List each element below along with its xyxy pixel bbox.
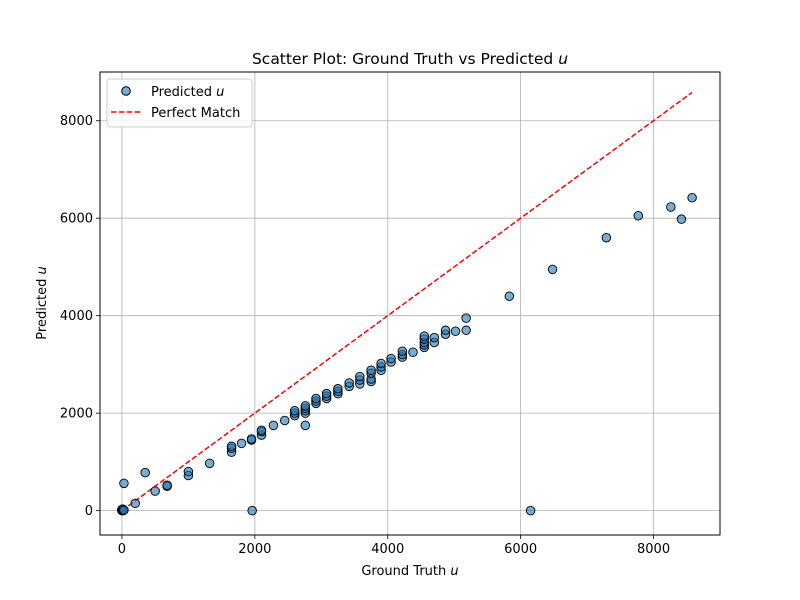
predicted-data-point [408, 347, 418, 357]
predicted-data-point [183, 466, 194, 477]
predicted-data-point [344, 378, 354, 388]
predicted-data-point [226, 441, 237, 452]
x-axis-label: Ground Truth u [361, 564, 458, 579]
y-tick-label: 2000 [60, 407, 93, 422]
x-tick-label: 8000 [637, 542, 670, 557]
y-tick-label: 4000 [60, 309, 93, 324]
predicted-data-point [504, 291, 515, 301]
predicted-data-point [268, 420, 279, 431]
predicted-data-point [279, 415, 290, 426]
grid-lines [100, 72, 720, 535]
y-tick-label: 0 [85, 504, 93, 519]
predicted-data-point [419, 331, 430, 341]
plot-frame [99, 71, 721, 536]
legend-label-predicted: Predicted u [151, 85, 224, 100]
predicted-data-point [461, 313, 471, 323]
predicted-data-point [666, 202, 676, 212]
predicted-data-point [321, 388, 332, 399]
predicted-data-point [162, 480, 172, 491]
y-axis-label: Predicted u [35, 266, 50, 339]
predicted-data-point [687, 192, 697, 203]
axis-ticks: 0 2000 4000 6000 8000 0 2000 4000 6000 8000 [60, 114, 670, 557]
predicted-data-point [150, 486, 160, 496]
chart-title: Scatter Plot: Ground Truth vs Predicted … [252, 50, 568, 68]
predicted-data-point [236, 438, 247, 449]
predicted-data-point [256, 425, 267, 435]
predicted-points-layer [117, 192, 697, 516]
predicted-data-point [140, 467, 150, 478]
x-tick-label: 2000 [238, 542, 271, 557]
predicted-data-point [397, 346, 408, 357]
predicted-data-point [525, 505, 536, 516]
perfect-match-line [121, 91, 693, 512]
predicted-data-point [366, 365, 376, 376]
predicted-data-point [440, 325, 451, 336]
legend-box [106, 78, 253, 128]
y-tick-label: 8000 [60, 114, 93, 129]
predicted-data-point [376, 358, 386, 369]
predicted-data-point [119, 505, 129, 515]
legend-label-perfect-match: Perfect Match [151, 106, 240, 121]
predicted-data-point [601, 232, 612, 243]
predicted-data-point [450, 326, 461, 337]
predicted-data-point [289, 405, 300, 416]
predicted-data-point [547, 264, 558, 275]
predicted-data-point [633, 211, 644, 221]
predicted-data-point [247, 505, 257, 516]
predicted-data-point [300, 420, 311, 431]
predicted-data-point [119, 478, 129, 489]
predicted-data-point [386, 353, 396, 364]
predicted-data-point [676, 214, 687, 224]
predicted-data-point [311, 393, 321, 404]
predicted-data-point [333, 384, 343, 394]
legend: Predicted u Perfect Match [106, 78, 253, 128]
predicted-data-point [246, 434, 257, 444]
predicted-data-point [130, 498, 140, 509]
predicted-data-point [461, 325, 471, 336]
x-tick-label: 6000 [504, 542, 537, 557]
predicted-data-point [300, 401, 311, 411]
perfect-match-line-layer [121, 91, 693, 512]
y-tick-label: 6000 [60, 212, 93, 227]
predicted-data-point [429, 332, 440, 343]
x-tick-label: 0 [118, 542, 126, 557]
legend-marker-predicted [121, 86, 131, 96]
x-tick-label: 4000 [371, 542, 404, 557]
predicted-data-point [355, 371, 365, 382]
predicted-data-point [204, 458, 215, 469]
